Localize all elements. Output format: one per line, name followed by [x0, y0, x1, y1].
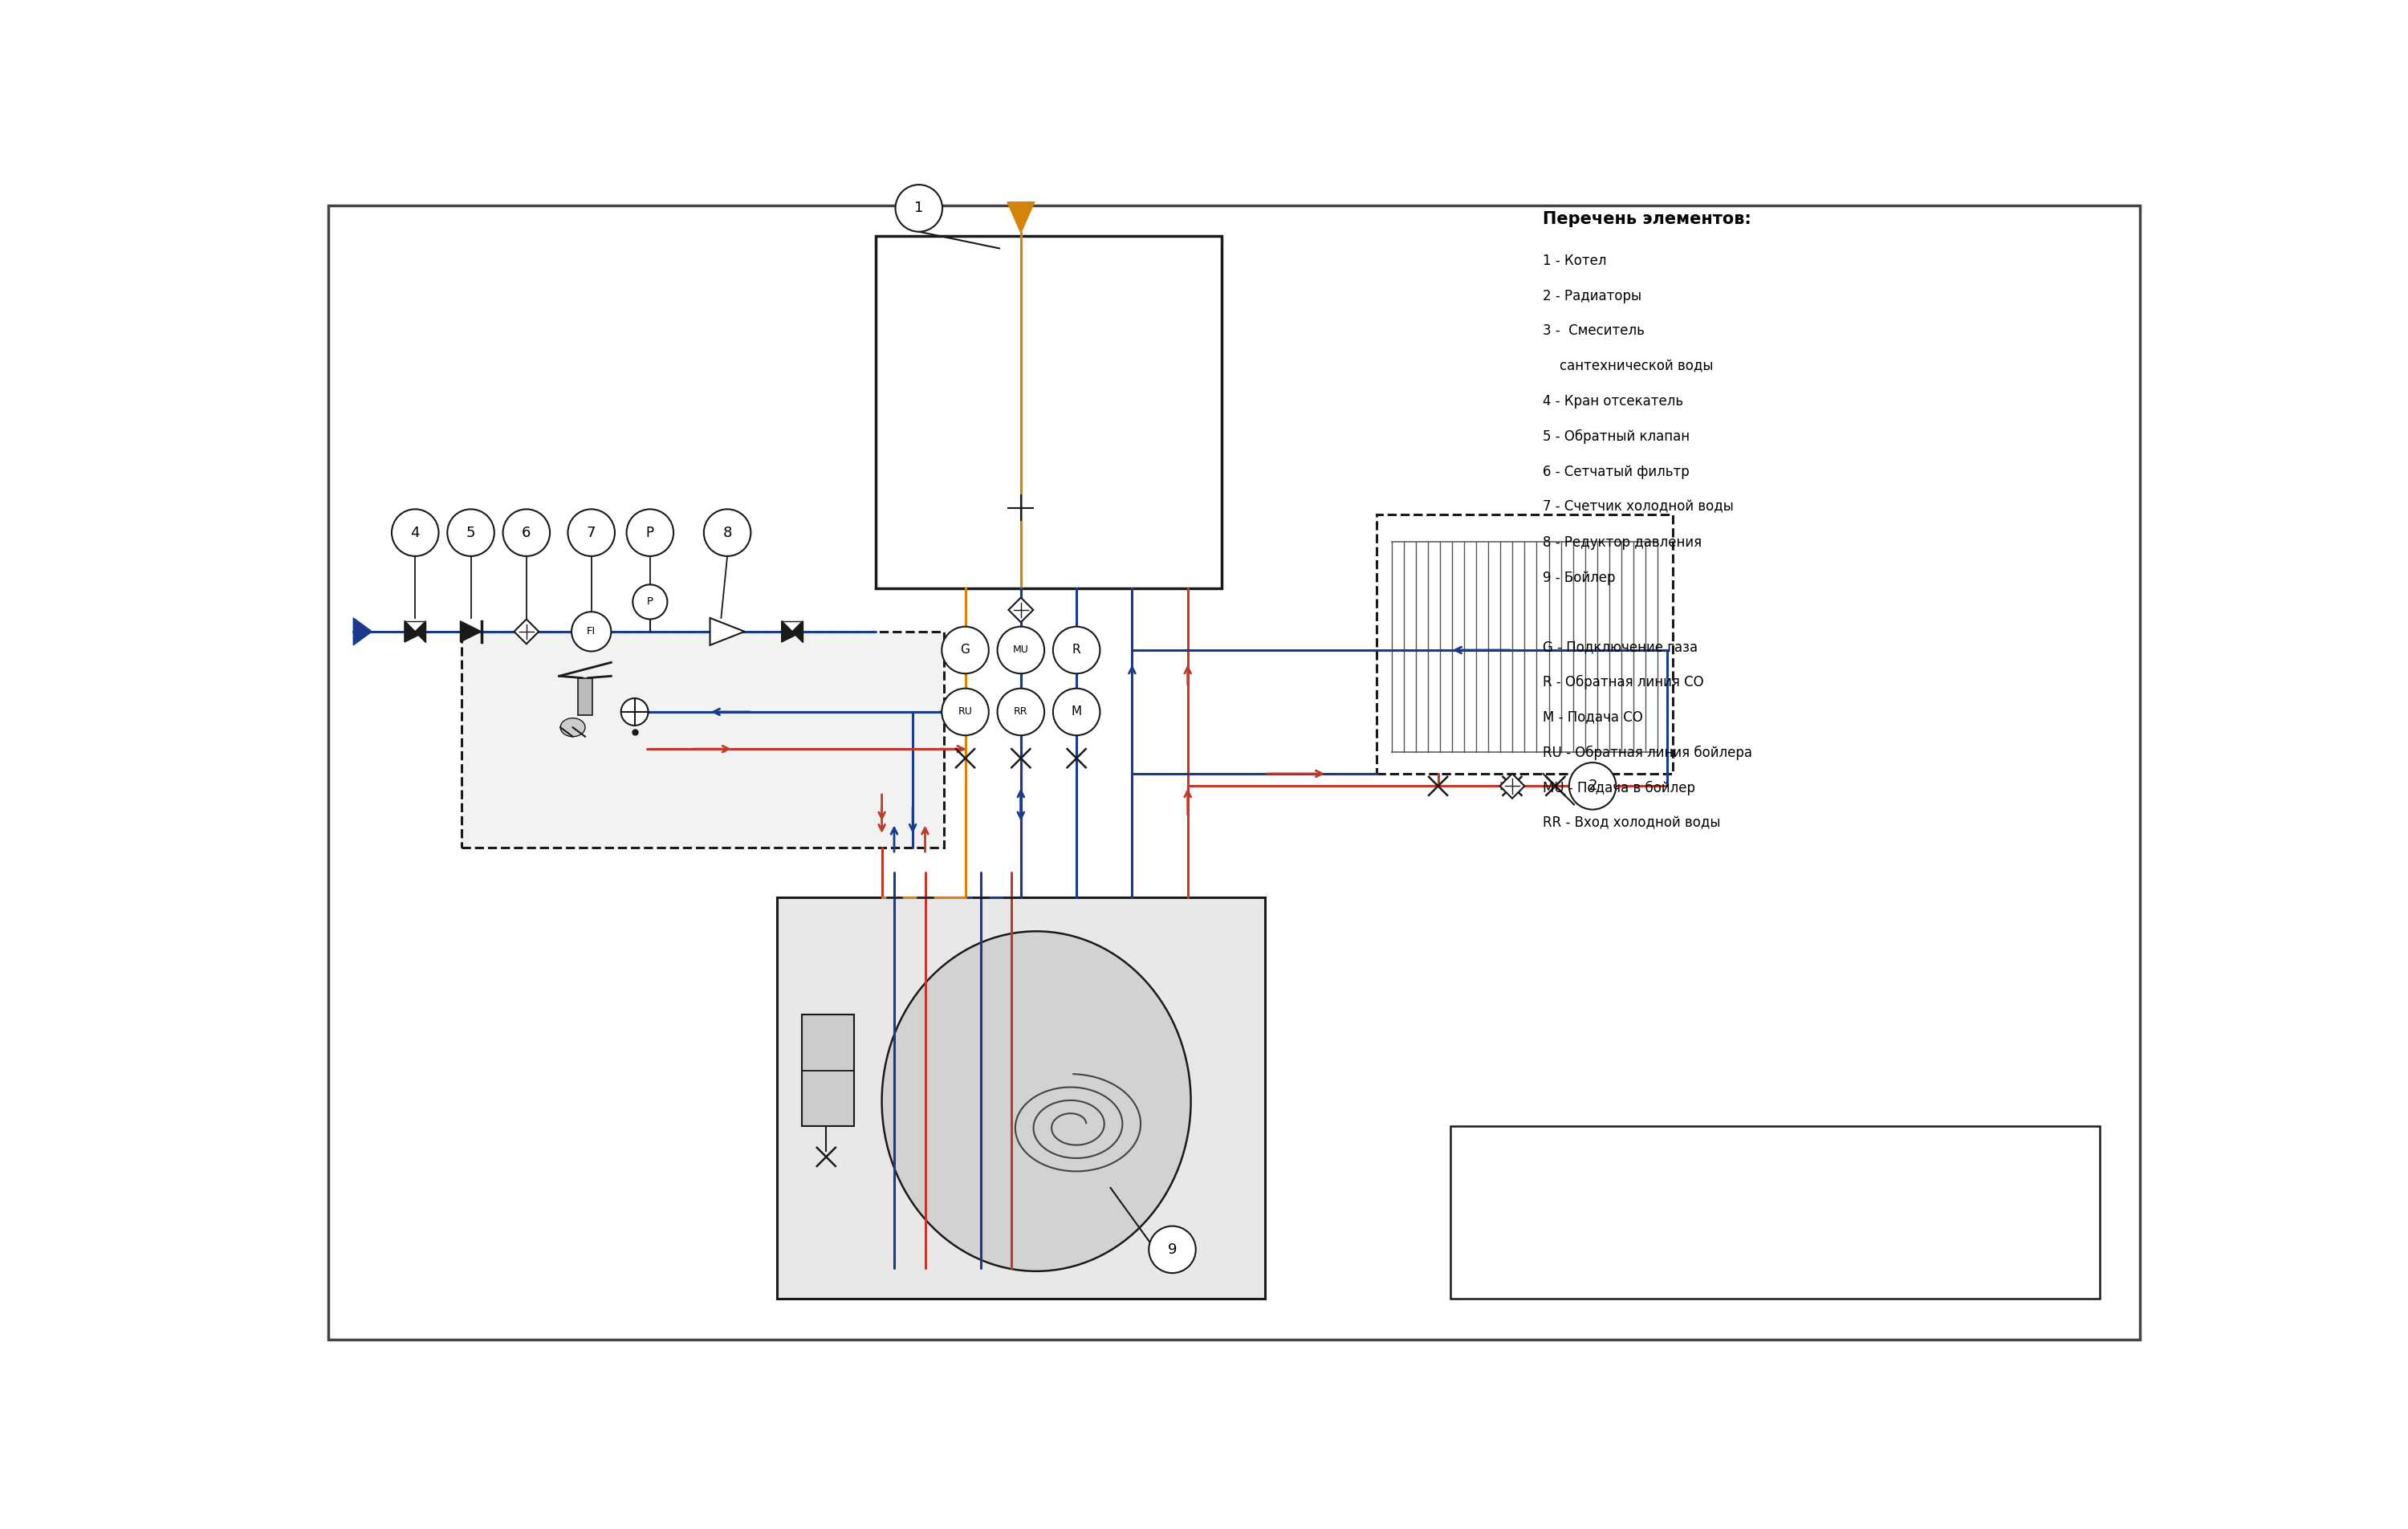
Text: 5: 5 — [467, 526, 474, 540]
Text: 1: 1 — [915, 200, 922, 216]
Circle shape — [448, 509, 494, 557]
Circle shape — [633, 584, 667, 619]
Bar — [778, 898, 1264, 1300]
Circle shape — [621, 699, 648, 725]
Text: FI: FI — [588, 627, 595, 636]
Text: 6: 6 — [523, 526, 532, 540]
Text: MU - Подача в бойлер: MU - Подача в бойлер — [1544, 780, 1695, 795]
Text: 2: 2 — [1587, 778, 1597, 794]
Text: 4: 4 — [409, 526, 419, 540]
Circle shape — [503, 509, 549, 557]
Text: 6 - Сетчатый фильтр: 6 - Сетчатый фильтр — [1544, 465, 1690, 479]
Text: R - Обратная линия СО: R - Обратная линия СО — [1544, 674, 1705, 690]
Text: G - Подключение газа: G - Подключение газа — [1544, 639, 1698, 654]
Text: RR: RR — [1014, 706, 1028, 717]
Circle shape — [1570, 763, 1616, 809]
Circle shape — [942, 688, 990, 735]
Text: G: G — [961, 644, 970, 656]
Circle shape — [997, 688, 1045, 735]
Bar — [1450, 1125, 2100, 1300]
Ellipse shape — [881, 931, 1192, 1271]
Circle shape — [942, 627, 990, 674]
Text: RU: RU — [958, 706, 973, 717]
Polygon shape — [354, 618, 371, 645]
Text: R: R — [1072, 644, 1081, 656]
Text: 4 - Кран отсекатель: 4 - Кран отсекатель — [1544, 394, 1683, 408]
Circle shape — [1052, 627, 1100, 674]
Text: 8: 8 — [722, 526, 732, 540]
Polygon shape — [783, 621, 802, 642]
Text: 5 - Обратный клапан: 5 - Обратный клапан — [1544, 430, 1690, 443]
Text: MU: MU — [1014, 645, 1028, 656]
Text: P: P — [648, 596, 653, 607]
Polygon shape — [954, 700, 978, 725]
Polygon shape — [405, 621, 426, 642]
Text: 8 - Редуктор давления: 8 - Редуктор давления — [1544, 535, 1702, 549]
Circle shape — [568, 509, 614, 557]
Circle shape — [703, 509, 751, 557]
Text: 3 -  Смеситель: 3 - Смеситель — [1544, 324, 1645, 338]
Polygon shape — [460, 621, 482, 642]
Polygon shape — [405, 621, 426, 642]
Text: P: P — [645, 526, 655, 540]
Ellipse shape — [561, 719, 585, 737]
Text: RR - Вход холодной воды: RR - Вход холодной воды — [1544, 815, 1722, 830]
Text: 9 - Бойлер: 9 - Бойлер — [1544, 570, 1616, 584]
Bar — [462, 631, 944, 849]
Text: M - Подача СО: M - Подача СО — [1544, 709, 1642, 725]
Text: 2 - Радиаторы: 2 - Радиаторы — [1544, 289, 1642, 303]
Polygon shape — [783, 621, 802, 642]
Text: сантехнической воды: сантехнической воды — [1544, 359, 1714, 373]
Circle shape — [997, 627, 1045, 674]
Text: RU - Обратная линия бойлера: RU - Обратная линия бойлера — [1544, 745, 1753, 760]
Polygon shape — [513, 619, 539, 644]
Bar — [578, 677, 592, 716]
Circle shape — [571, 612, 612, 651]
Circle shape — [1052, 688, 1100, 735]
Text: 9: 9 — [1168, 1243, 1178, 1257]
Text: Перечень элементов:: Перечень элементов: — [1544, 211, 1751, 228]
Text: M: M — [1072, 706, 1081, 719]
Bar — [877, 235, 1221, 589]
Text: 7: 7 — [588, 526, 595, 540]
Polygon shape — [792, 621, 802, 642]
Polygon shape — [414, 621, 426, 642]
Bar — [1377, 514, 1674, 774]
Text: 7 - Счетчик холодной воды: 7 - Счетчик холодной воды — [1544, 500, 1734, 514]
Bar — [802, 1015, 855, 1125]
Circle shape — [896, 185, 942, 232]
Circle shape — [1149, 1226, 1197, 1274]
Polygon shape — [1500, 774, 1524, 798]
Polygon shape — [1009, 598, 1033, 622]
Circle shape — [393, 509, 438, 557]
Polygon shape — [1007, 202, 1035, 232]
Text: 1 - Котел: 1 - Котел — [1544, 254, 1606, 268]
Circle shape — [626, 509, 674, 557]
Polygon shape — [405, 621, 414, 642]
Polygon shape — [783, 621, 792, 642]
Polygon shape — [710, 618, 744, 645]
